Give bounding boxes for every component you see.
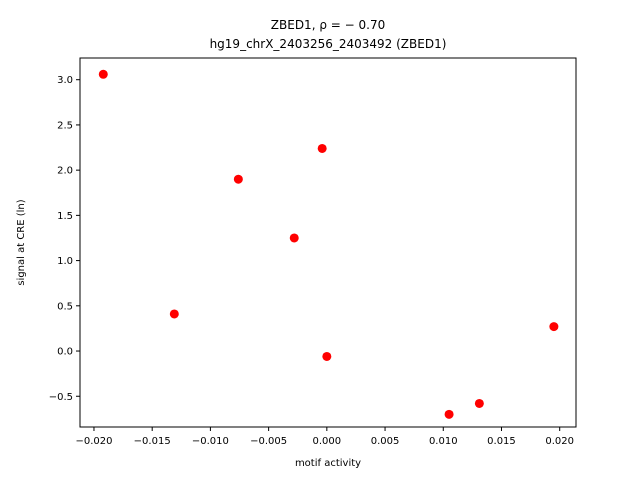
scatter-point bbox=[444, 409, 454, 419]
scatter-point bbox=[549, 322, 559, 332]
data-points bbox=[98, 69, 559, 419]
scatter-point bbox=[474, 398, 484, 408]
x-axis-label: motif activity bbox=[295, 458, 361, 469]
scatter-point bbox=[322, 351, 332, 361]
scatter-point bbox=[233, 174, 243, 184]
x-tick-label: −0.020 bbox=[75, 436, 112, 447]
x-tick-label: −0.005 bbox=[250, 436, 287, 447]
y-tick-label: 1.0 bbox=[57, 256, 73, 267]
axis-ticks: −0.020 −0.015 −0.010 −0.005 0.000 0.005 0.010 0… bbox=[49, 75, 574, 447]
chart-title-line1: ZBED1, ρ = − 0.70 bbox=[271, 18, 385, 32]
scatter-point bbox=[317, 143, 327, 153]
x-tick-label: −0.015 bbox=[134, 436, 171, 447]
plot-frame bbox=[79, 57, 577, 428]
x-tick-label: 0.005 bbox=[371, 436, 400, 447]
y-tick-label: 3.0 bbox=[57, 75, 73, 86]
y-tick-label: 2.5 bbox=[57, 120, 73, 131]
y-tick-label: 1.5 bbox=[57, 211, 73, 222]
scatter-point bbox=[289, 233, 299, 243]
y-tick-label: 0.0 bbox=[57, 347, 73, 358]
y-tick-label: −0.5 bbox=[49, 392, 73, 403]
x-tick-label: 0.010 bbox=[429, 436, 458, 447]
x-tick-label: 0.000 bbox=[313, 436, 342, 447]
y-tick-label: 0.5 bbox=[57, 301, 73, 312]
y-tick-label: 2.0 bbox=[57, 166, 73, 177]
y-axis-label: signal at CRE (ln) bbox=[16, 199, 27, 285]
scatter-point bbox=[98, 69, 108, 79]
scatter-point bbox=[169, 309, 179, 319]
x-tick-label: 0.015 bbox=[487, 436, 516, 447]
x-tick-label: −0.010 bbox=[192, 436, 229, 447]
x-tick-label: 0.020 bbox=[545, 436, 574, 447]
chart-title-line2: hg19_chrX_2403256_2403492 (ZBED1) bbox=[210, 37, 447, 51]
